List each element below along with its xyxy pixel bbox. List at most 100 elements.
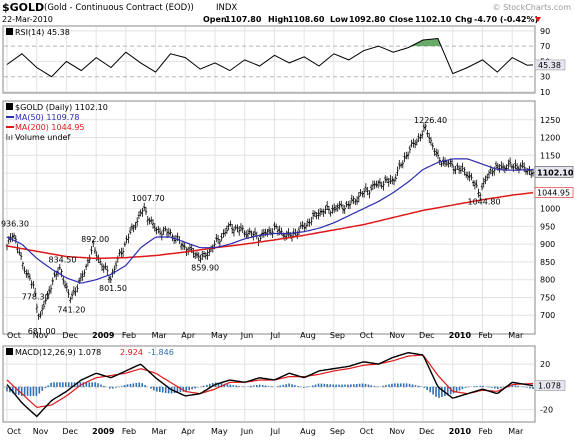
price-annotation: 892.00 xyxy=(81,235,109,244)
rsi-legend-swatch xyxy=(6,28,13,35)
price-legend-swatch xyxy=(6,103,13,110)
x-axis-ticks: Oct Nov Dec 2009 Feb Mar Apr May Jun Jul Aug Sep Oct… xyxy=(7,331,524,436)
x-tick-label: Mar xyxy=(152,427,168,436)
rsi-legend-label: RSI(14) 45.38 xyxy=(15,28,70,37)
x-tick-label: Feb xyxy=(478,427,492,436)
chg-label: Chg xyxy=(455,15,473,24)
rsi-y-tick-label: 10 xyxy=(540,88,550,97)
price-panel xyxy=(2,100,536,335)
price-y-tick-label: 800 xyxy=(540,276,555,285)
x-tick-label: 2009 xyxy=(92,331,115,340)
watermark: © StockCharts.com xyxy=(493,3,572,12)
price-y-tick-label: 850 xyxy=(540,258,555,267)
price-annotation: 859.90 xyxy=(191,263,219,272)
price-y-tick-label: 1150 xyxy=(540,151,560,160)
close-label: Close xyxy=(389,15,414,24)
macd-grid xyxy=(4,347,534,421)
chart-instrument-name: (Gold - Continuous Contract (EOD)) xyxy=(44,3,194,13)
chart-symbol: $GOLD xyxy=(2,1,44,14)
close-value: 1102.10 xyxy=(415,15,452,24)
price-series-layer xyxy=(5,122,535,320)
price-last-value-label: 1102.10 xyxy=(537,168,574,177)
x-tick-label: Sep xyxy=(330,331,345,340)
x-tick-label: Dec xyxy=(62,331,77,340)
down-arrow-icon xyxy=(535,17,541,22)
rsi-overbought-fill xyxy=(7,38,533,47)
rsi-y-tick-label: 30 xyxy=(540,73,550,82)
x-tick-label: Jul xyxy=(269,331,280,340)
signal-legend-label: 2.924 xyxy=(120,348,143,357)
rsi-last-value-label: 45.38 xyxy=(538,61,561,70)
price-y-tick-label: 700 xyxy=(540,311,555,320)
x-tick-label: Jul xyxy=(269,427,280,436)
macd-y-tick-label: 20 xyxy=(540,360,550,369)
last-value-tags: 45.38 1102.10 1044.95 1.078 xyxy=(534,59,574,391)
ma50-legend-label: MA(50) 1109.78 xyxy=(15,113,79,122)
x-tick-label: 2010 xyxy=(449,331,472,340)
x-tick-label: Nov xyxy=(33,331,49,340)
x-tick-label: Dec xyxy=(62,427,77,436)
open-value: 1107.80 xyxy=(225,15,262,24)
x-tick-label: 2010 xyxy=(449,427,472,436)
x-tick-label: Dec xyxy=(419,331,434,340)
price-annotation: 936.30 xyxy=(1,219,29,228)
x-tick-label: Jun xyxy=(240,331,254,340)
chart-exchange: INDX xyxy=(216,3,237,13)
x-tick-label: Nov xyxy=(389,427,405,436)
price-y-tick-label: 1200 xyxy=(540,134,560,143)
rsi-last-value-tag xyxy=(534,59,566,71)
ma200-line xyxy=(6,191,534,260)
ma200-last-value-tag xyxy=(534,187,574,198)
price-annotation: 681.00 xyxy=(28,327,56,336)
x-tick-label: Mar xyxy=(508,331,524,340)
x-tick-label: Mar xyxy=(508,427,524,436)
x-tick-label: Oct xyxy=(7,427,21,436)
price-y-tick-label: 950 xyxy=(540,222,555,231)
x-tick-label: Feb xyxy=(478,331,492,340)
ma200-legend-label: MA(200) 1044.95 xyxy=(15,123,85,132)
rsi-line xyxy=(6,37,534,78)
x-tick-label: Oct xyxy=(360,427,374,436)
low-value: 1092.80 xyxy=(349,15,386,24)
price-annotation: 1226.40 xyxy=(414,116,447,125)
price-y-tick-label: 750 xyxy=(540,293,555,302)
open-label: Open xyxy=(203,15,227,24)
volume-legend-icon xyxy=(6,134,13,140)
hist-legend-label: -1.846 xyxy=(148,348,174,357)
high-value: 1108.60 xyxy=(288,15,325,24)
chart-date: 22-Mar-2010 xyxy=(2,15,53,24)
rsi-y-tick-label: 70 xyxy=(540,42,550,51)
rsi-legend: RSI(14) 45.38 xyxy=(6,28,70,37)
price-annotation: 801.50 xyxy=(99,284,127,293)
low-label: Low xyxy=(330,15,349,24)
x-tick-label: Feb xyxy=(122,331,136,340)
price-y-tick-label: 1250 xyxy=(540,116,560,125)
x-tick-label: Jun xyxy=(240,427,254,436)
price-annotation: 741.20 xyxy=(57,306,85,315)
ma200-last-value-label: 1044.95 xyxy=(537,189,570,198)
price-annotation: 778.30 xyxy=(22,292,50,301)
x-tick-label: Apr xyxy=(181,427,196,436)
macd-series-layer xyxy=(6,351,534,418)
x-tick-label: Nov xyxy=(33,427,49,436)
rsi-y-tick-label: 90 xyxy=(540,27,550,36)
volume-legend-label: Volume undef xyxy=(15,133,70,142)
x-tick-label: Mar xyxy=(152,331,168,340)
macd-last-value-tag xyxy=(534,380,566,391)
ohlc-summary: Open 1107.80 High 1108.60 Low 1092.80 Cl… xyxy=(203,15,538,24)
price-y-tick-label: 900 xyxy=(540,240,555,249)
high-label: High xyxy=(268,15,289,24)
price-annotation: 1044.80 xyxy=(468,198,501,207)
x-tick-label: Aug xyxy=(300,331,316,340)
ma50-line xyxy=(6,158,534,284)
x-tick-label: Sep xyxy=(330,427,345,436)
price-legend-label: $GOLD (Daily) 1102.10 xyxy=(15,103,108,112)
x-tick-label: Nov xyxy=(389,331,405,340)
price-last-value-tag xyxy=(534,166,574,178)
x-tick-label: Dec xyxy=(419,427,434,436)
macd-legend: MACD(12,26,9) 1.078 2.924 -1.846 xyxy=(6,348,174,357)
chg-value: -4.70 (-0.42%) xyxy=(474,15,538,24)
x-tick-label: May xyxy=(211,331,228,340)
x-tick-label: Oct xyxy=(7,331,21,340)
